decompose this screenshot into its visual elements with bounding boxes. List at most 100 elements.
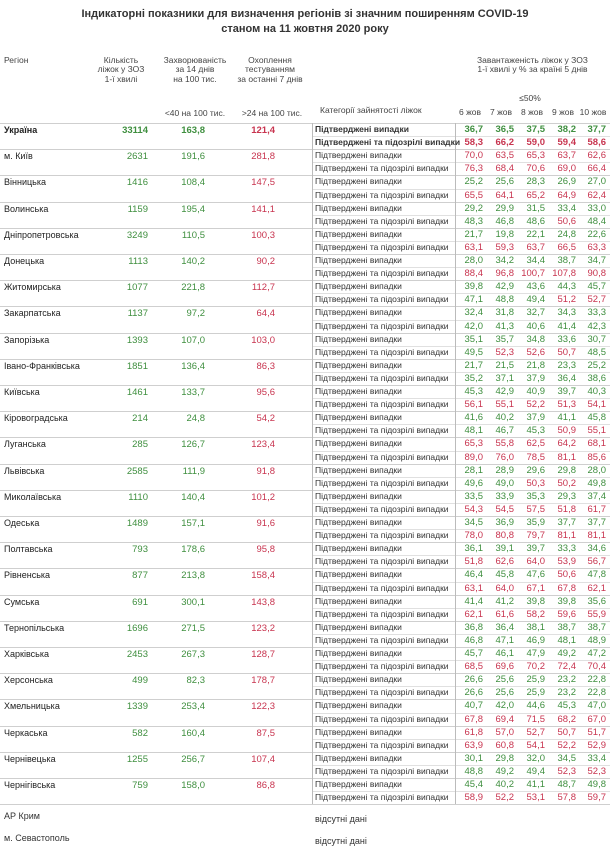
occupancy: 61,7 xyxy=(587,503,607,515)
column-header: Категорії зайнятості ліжок xyxy=(320,105,422,115)
category-label: Підтверджені випадки xyxy=(315,490,402,501)
category-label: Підтверджені випадки xyxy=(315,412,402,423)
occupancy: 48,1 xyxy=(464,425,484,437)
category-label: Підтверджені випадки xyxy=(315,307,402,318)
threshold: <40 на 100 тис. xyxy=(164,108,226,118)
row-inner-border xyxy=(312,581,610,583)
occupancy: 52,2 xyxy=(526,399,546,411)
occupancy: 35,7 xyxy=(495,333,515,345)
occupancy: 25,2 xyxy=(587,359,607,371)
occupancy: 37,4 xyxy=(587,490,607,502)
occupancy: 54,5 xyxy=(495,503,515,515)
occupancy: 36,4 xyxy=(495,621,515,633)
incidence: 157,1 xyxy=(181,518,205,529)
incidence: 133,7 xyxy=(181,387,205,398)
occupancy: 49,4 xyxy=(526,294,546,306)
occupancy: 39,8 xyxy=(526,595,546,607)
occupancy: 69,6 xyxy=(495,661,515,673)
category-label: Підтверджені та підозрілі випадки xyxy=(315,608,449,619)
row-inner-border xyxy=(312,424,610,426)
occupancy: 41,1 xyxy=(526,779,546,790)
testing: 90,2 xyxy=(256,256,276,267)
incidence: 97,2 xyxy=(186,308,206,320)
column-header: Завантаженість ліжок у ЗОЗ 1-ї хвилі у %… xyxy=(477,55,588,75)
occupancy: 61,6 xyxy=(495,608,515,620)
occupancy: 38,6 xyxy=(587,372,607,384)
beds: 1461 xyxy=(126,387,148,398)
region-name: м. Севастополь xyxy=(4,833,70,844)
occupancy: 70,4 xyxy=(587,661,607,673)
occupancy: 71,5 xyxy=(526,713,546,725)
region-name: Чернівецька xyxy=(4,753,56,764)
incidence: 213,8 xyxy=(181,570,205,582)
testing: 91,8 xyxy=(256,465,276,477)
category-label: Підтверджені випадки xyxy=(315,648,402,658)
row-inner-border xyxy=(312,791,610,793)
occupancy: 25,2 xyxy=(464,176,484,188)
category-label: Підтверджені та підозрілі випадки xyxy=(315,503,449,514)
beds: 2631 xyxy=(126,151,148,163)
occupancy: 66,2 xyxy=(495,137,515,149)
occupancy: 45,3 xyxy=(557,700,577,712)
row-border xyxy=(0,332,610,334)
occupancy: 63,1 xyxy=(464,241,484,253)
occupancy: 67,8 xyxy=(464,713,484,725)
occupancy: 40,7 xyxy=(464,700,484,712)
row-border xyxy=(0,516,610,517)
row-inner-border xyxy=(312,214,610,216)
testing: 87,5 xyxy=(256,727,276,739)
region-name: Сумська xyxy=(4,596,40,607)
occupancy: 81,1 xyxy=(557,530,577,542)
occupancy: 21,7 xyxy=(464,359,484,371)
category-border xyxy=(312,437,313,464)
row-border xyxy=(0,647,610,648)
occupancy: 31,8 xyxy=(495,307,515,319)
occupancy: 72,4 xyxy=(557,661,577,673)
occupancy: 63,3 xyxy=(587,241,607,253)
occupancy: 36,5 xyxy=(495,124,515,135)
testing: 123,2 xyxy=(251,622,275,634)
category-border xyxy=(312,489,313,516)
occupancy: 76,3 xyxy=(464,163,484,175)
incidence: 256,7 xyxy=(181,753,205,765)
category-border xyxy=(312,594,313,621)
occupancy: 38,7 xyxy=(557,255,577,266)
row-border xyxy=(0,306,610,308)
incidence: 191,6 xyxy=(181,151,205,163)
occupancy: 51,3 xyxy=(557,399,577,411)
occupancy: 34,8 xyxy=(526,333,546,345)
region-name: Донецька xyxy=(4,256,45,266)
occupancy: 65,5 xyxy=(464,189,484,201)
occupancy: 28,9 xyxy=(495,464,515,476)
row-inner-border xyxy=(312,712,610,714)
occupancy: 48,4 xyxy=(587,215,607,227)
occupancy: 52,3 xyxy=(557,765,577,777)
occupancy: 37,9 xyxy=(526,412,546,424)
occupancy: 52,9 xyxy=(587,739,607,751)
category-border xyxy=(455,437,456,464)
category-label: Підтверджені випадки xyxy=(315,333,402,344)
occupancy: 63,1 xyxy=(464,582,484,594)
occupancy: 31,5 xyxy=(526,202,546,214)
occupancy: 34,7 xyxy=(587,255,607,266)
region-name: Херсонська xyxy=(4,675,53,686)
day-header: 6 жов xyxy=(458,107,482,117)
row-border xyxy=(0,149,610,151)
incidence: 110,5 xyxy=(181,229,205,241)
occupancy: 70,2 xyxy=(526,661,546,673)
region-name: Запорізька xyxy=(4,334,50,345)
category-border xyxy=(455,123,456,150)
occupancy: 47,9 xyxy=(526,648,546,659)
region-name: Одеська xyxy=(4,518,40,528)
occupancy: 42,9 xyxy=(495,386,515,397)
row-border xyxy=(0,437,610,439)
row-border xyxy=(0,778,610,779)
occupancy: 46,9 xyxy=(526,634,546,646)
occupancy: 37,1 xyxy=(495,372,515,384)
occupancy: 25,9 xyxy=(526,674,546,686)
occupancy: 64,0 xyxy=(495,582,515,594)
testing: 95,8 xyxy=(256,544,276,556)
row-border xyxy=(0,385,610,386)
occupancy: 59,4 xyxy=(557,137,577,149)
occupancy: 59,7 xyxy=(587,792,607,804)
